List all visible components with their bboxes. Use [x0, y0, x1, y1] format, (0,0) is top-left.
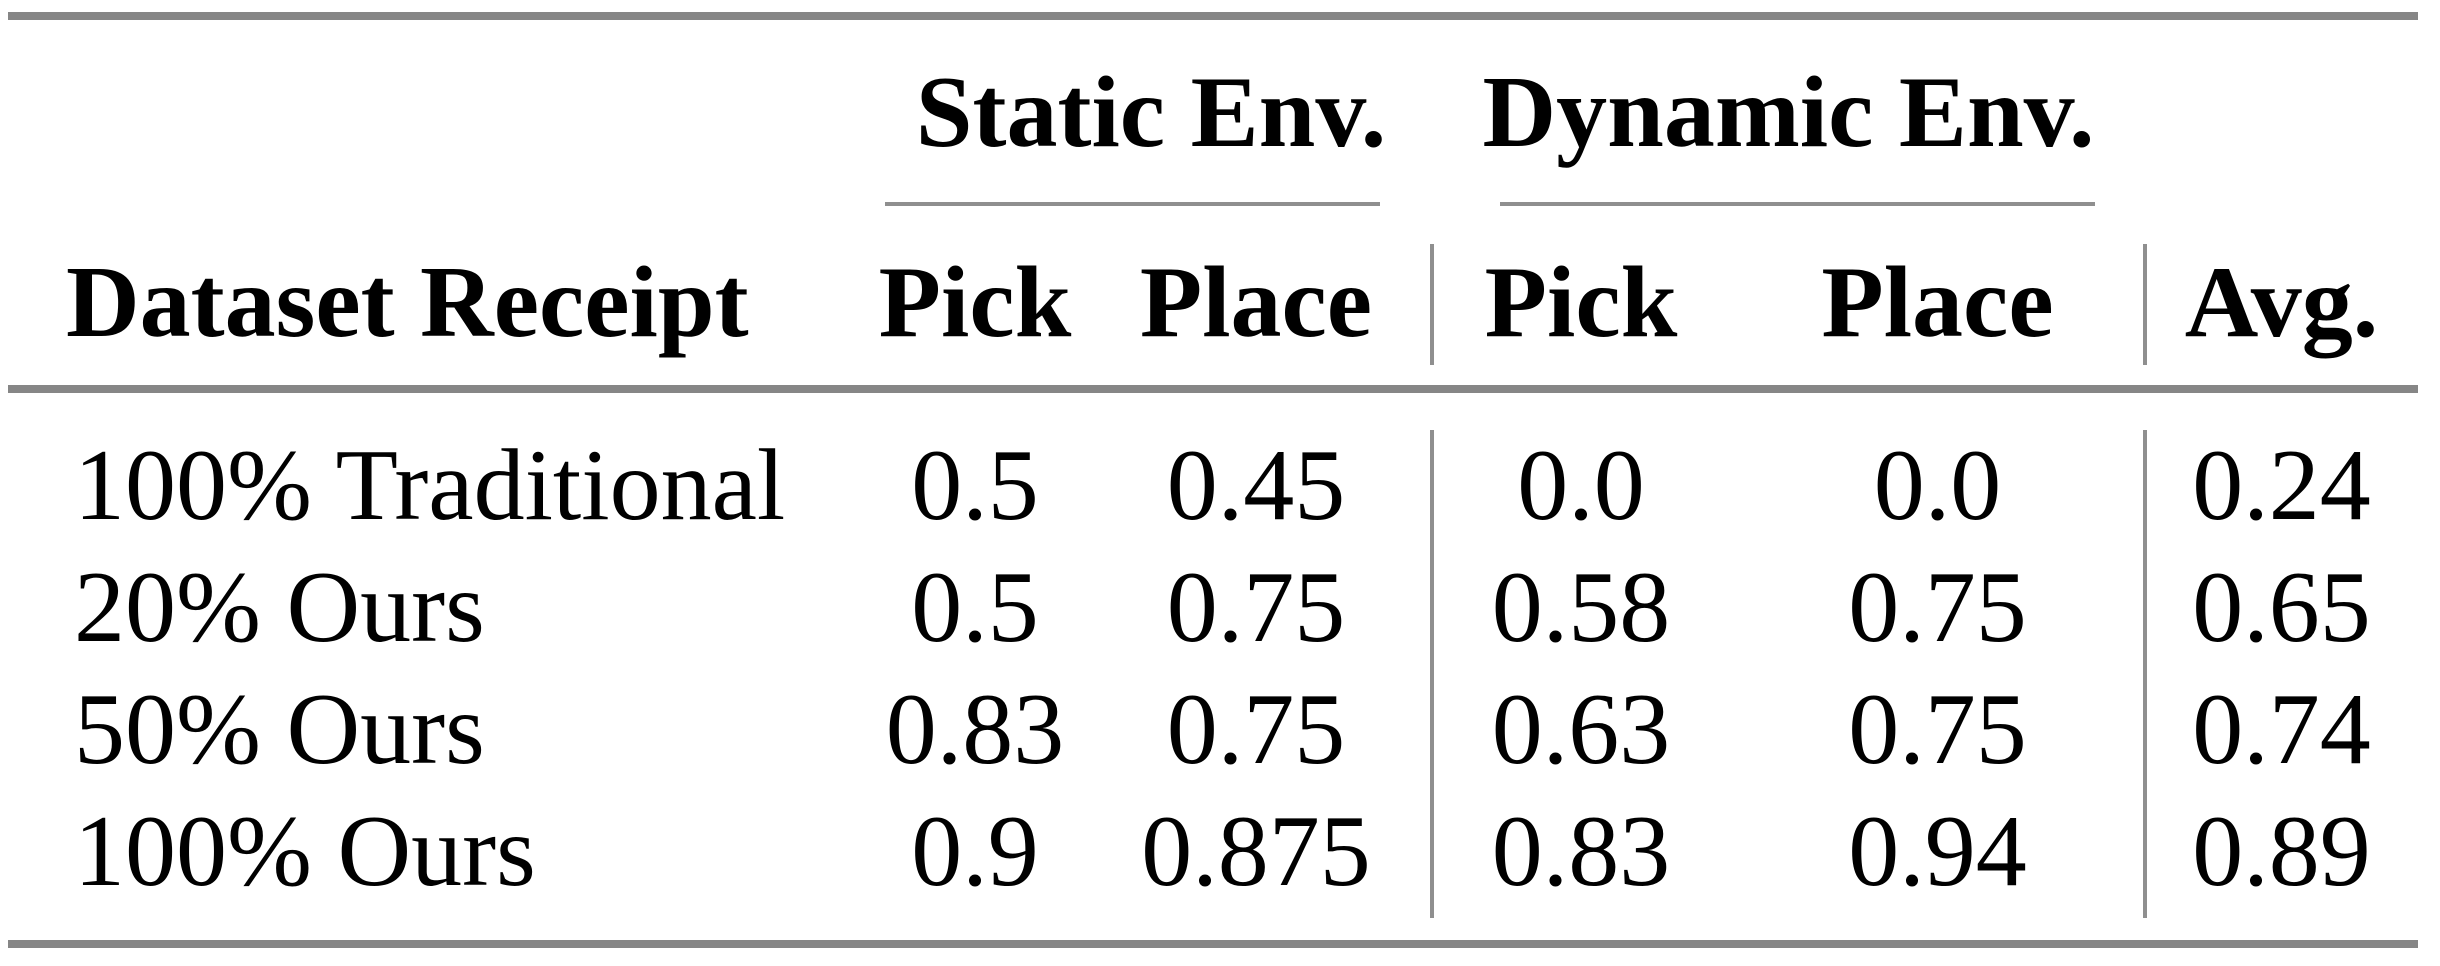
col-header-dynamic-place: Place: [1821, 245, 2054, 359]
col-header-dataset-receipt: Dataset Receipt: [66, 245, 749, 359]
top-rule: [8, 12, 2418, 20]
cell-static-place: 0.75: [1166, 673, 1346, 786]
static-dynamic-divider-header: [1430, 244, 1434, 365]
cell-static-place: 0.45: [1166, 429, 1346, 542]
dynamic-group-underline: [1500, 202, 2096, 206]
cell-static-place: 0.875: [1141, 795, 1371, 908]
cell-dynamic-place: 0.75: [1848, 551, 2027, 664]
cell-static-pick: 0.5: [911, 551, 1039, 664]
results-table: Static Env. Dynamic Env. Dataset Receipt…: [8, 20, 2418, 940]
cell-static-pick: 0.83: [885, 673, 1065, 786]
cell-avg: 0.24: [2192, 429, 2371, 542]
table-row: 20% Ours 0.5 0.75 0.58 0.75 0.65: [8, 547, 2418, 669]
cell-dynamic-place: 0.75: [1848, 673, 2027, 786]
static-dynamic-divider-body: [1430, 430, 1434, 918]
cell-avg: 0.89: [2192, 795, 2371, 908]
group-header-static-label: Static Env.: [915, 56, 1387, 169]
table-row: 100% Ours 0.9 0.875 0.83 0.94 0.89: [8, 791, 2418, 940]
table-row: 50% Ours 0.83 0.75 0.63 0.75 0.74: [8, 669, 2418, 791]
cell-dynamic-place: 0.94: [1848, 795, 2027, 908]
row-label: 20% Ours: [74, 551, 485, 664]
row-label: 50% Ours: [74, 673, 485, 786]
cell-avg: 0.74: [2192, 673, 2371, 786]
cell-dynamic-place: 0.0: [1873, 429, 2002, 542]
column-group-row: Static Env. Dynamic Env.: [8, 20, 2418, 206]
header-body-rule: [8, 385, 2418, 393]
cell-static-pick: 0.5: [911, 429, 1039, 542]
cell-dynamic-pick: 0.83: [1491, 795, 1671, 908]
place-avg-divider-body: [2143, 430, 2147, 918]
col-header-static-pick: Pick: [878, 245, 1072, 359]
bottom-rule: [8, 940, 2418, 948]
cell-avg: 0.65: [2192, 551, 2371, 664]
row-label: 100% Traditional: [74, 429, 786, 542]
col-header-static-place: Place: [1139, 245, 1373, 359]
col-header-dynamic-pick: Pick: [1484, 245, 1678, 359]
group-spacer-avg: [2145, 20, 2418, 206]
column-header-row: Dataset Receipt Pick Place Pick Place Av…: [8, 206, 2418, 385]
cell-static-pick: 0.9: [911, 795, 1039, 908]
table-row: 100% Traditional 0.5 0.45 0.0 0.0 0.24: [8, 385, 2418, 547]
cell-static-place: 0.75: [1166, 551, 1346, 664]
group-header-static: Static Env.: [870, 20, 1432, 206]
cell-dynamic-pick: 0.0: [1517, 429, 1645, 542]
group-header-dynamic-label: Dynamic Env.: [1482, 56, 2095, 169]
group-header-dynamic: Dynamic Env.: [1432, 20, 2145, 206]
row-label: 100% Ours: [74, 795, 536, 908]
group-spacer-left: [8, 20, 870, 206]
cell-dynamic-pick: 0.63: [1491, 673, 1671, 786]
cell-dynamic-pick: 0.58: [1491, 551, 1671, 664]
static-group-underline: [885, 202, 1380, 206]
col-header-avg: Avg.: [2184, 245, 2379, 359]
place-avg-divider-header: [2143, 244, 2147, 365]
